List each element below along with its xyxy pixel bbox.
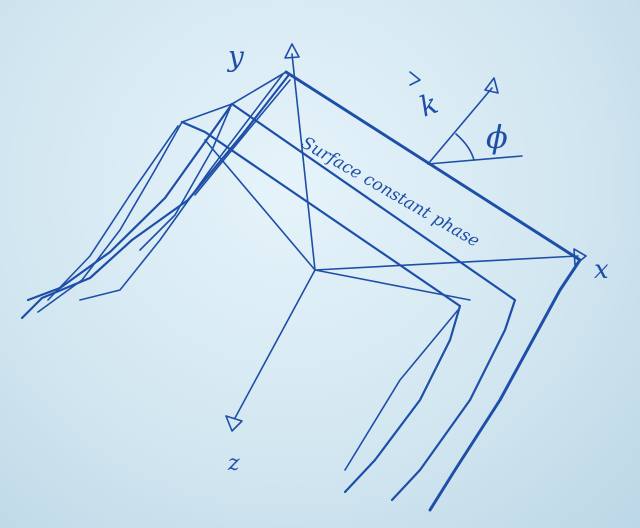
coordinate-axes bbox=[225, 43, 587, 432]
y-axis-line bbox=[291, 53, 316, 271]
z-axis-line bbox=[234, 269, 316, 419]
k-hat-mark bbox=[409, 71, 421, 86]
y-axis-label: y bbox=[226, 40, 245, 73]
k-label: k bbox=[415, 87, 442, 124]
angle-arc bbox=[455, 133, 475, 161]
x-axis-line bbox=[314, 255, 579, 271]
y-axis-arrowhead bbox=[284, 43, 300, 59]
k-vector-arrowhead bbox=[484, 77, 499, 94]
k-vector-line bbox=[427, 87, 493, 165]
wavefront-back bbox=[37, 120, 462, 494]
reference-line bbox=[427, 155, 523, 165]
perspective-lines bbox=[181, 71, 471, 301]
z-axis-label: z bbox=[227, 451, 240, 476]
wavefront-front bbox=[20, 70, 582, 512]
x-axis-label: x bbox=[594, 255, 609, 285]
z-axis-arrowhead bbox=[225, 415, 243, 432]
surface-label: Surface constant phase bbox=[298, 133, 483, 252]
phi-label: ϕ bbox=[486, 118, 508, 156]
wave-vector bbox=[409, 71, 523, 165]
